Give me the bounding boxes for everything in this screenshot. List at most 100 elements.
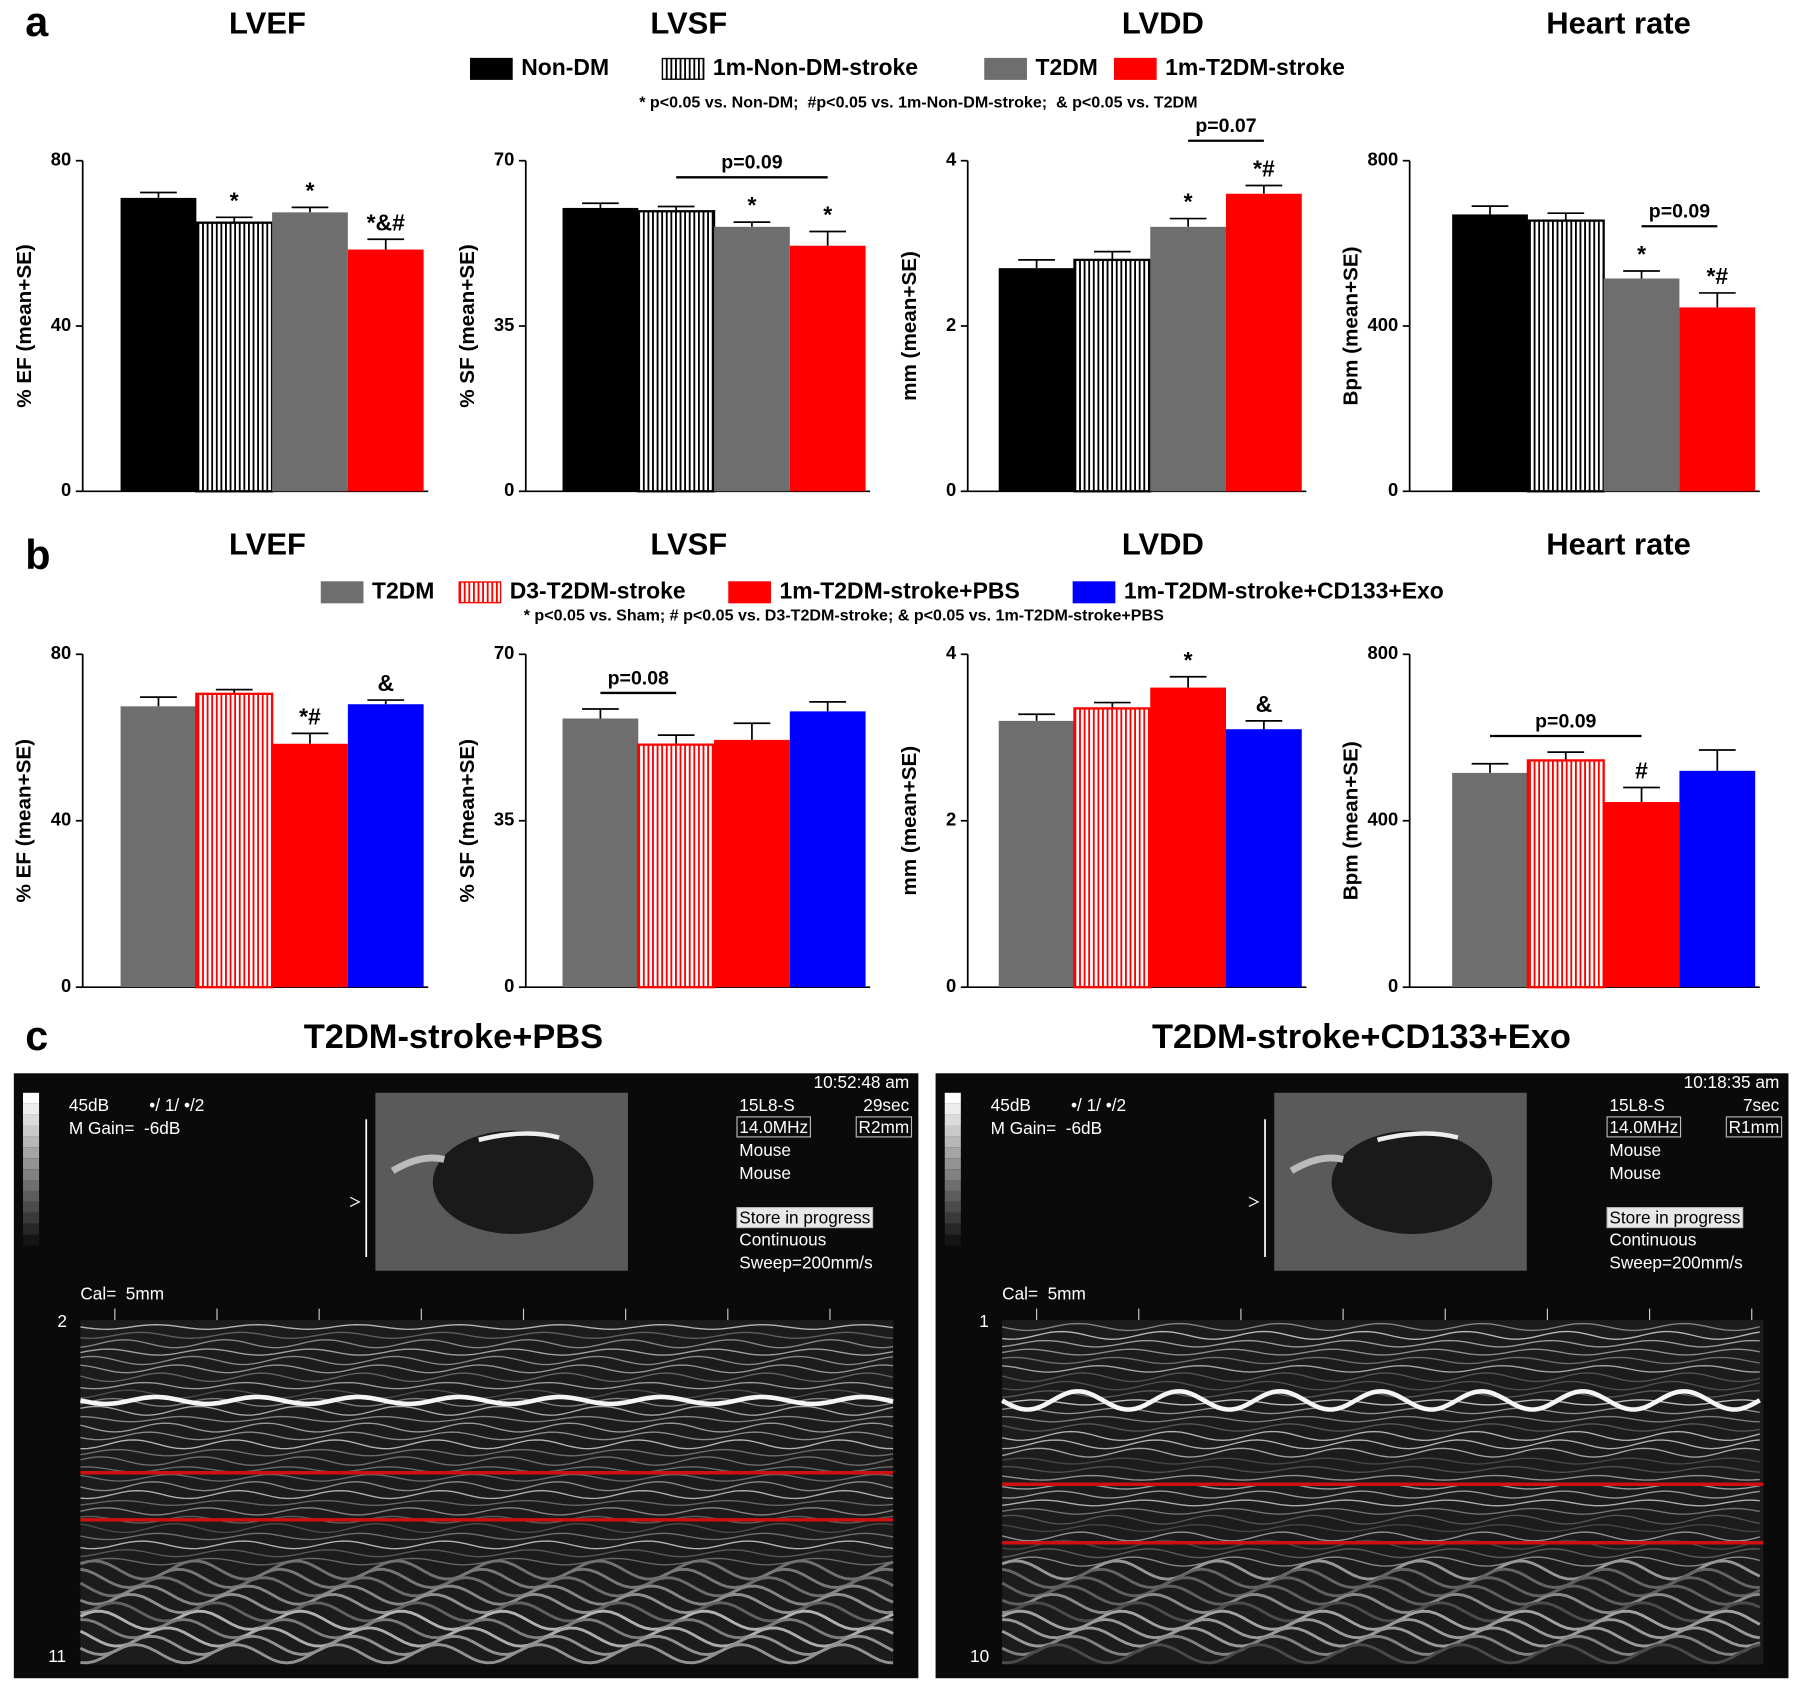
echo-setting: •/ 1/ •/2 (1071, 1095, 1126, 1115)
y-axis-label: mm (mean+SE) (898, 746, 921, 896)
bar (195, 692, 274, 989)
legend-label: D3-T2DM-stroke (510, 577, 686, 603)
echo-info: R2mm (859, 1117, 910, 1137)
bar (714, 226, 790, 492)
legend-label: 1m-T2DM-stroke+CD133+Exo (1124, 577, 1444, 603)
y-axis-label: Bpm (mean+SE) (1340, 741, 1363, 900)
echo-info: Mouse (739, 1140, 791, 1160)
echo-info: R1mm (1729, 1117, 1780, 1137)
legend-swatch (469, 57, 513, 80)
legend-label: T2DM (1035, 54, 1097, 80)
bar (120, 706, 197, 988)
echo-setting: 45dB (69, 1095, 109, 1115)
bar (1679, 770, 1756, 988)
bar (1679, 307, 1756, 492)
echo-info: Sweep=200mm/s (1609, 1252, 1742, 1272)
p-value: p=0.09 (1535, 710, 1596, 732)
bar (347, 249, 424, 492)
bar (998, 720, 1075, 988)
echo-info: Store in progress (1609, 1208, 1740, 1228)
y-tick-label: 4 (946, 149, 957, 170)
echo-info: 10:52:48 am (814, 1072, 910, 1092)
echo-info: Mouse (739, 1163, 791, 1183)
chart-title: LVEF (229, 527, 306, 562)
bar (1150, 226, 1227, 492)
significance-mark: * (1184, 189, 1193, 215)
significance-mark: * (1184, 647, 1193, 673)
echo-info: 29sec (863, 1095, 909, 1115)
y-tick-label: 40 (51, 314, 71, 335)
y-tick-label: 400 (1368, 314, 1399, 335)
y-tick-label: 0 (504, 975, 514, 996)
y-tick-label: 0 (504, 479, 514, 500)
y-tick-label: 4 (946, 642, 957, 663)
p-value: p=0.09 (1649, 201, 1710, 223)
bar (1226, 193, 1302, 492)
depth-label: 2 (57, 1311, 67, 1331)
bar (1603, 802, 1680, 988)
y-tick-label: 70 (494, 149, 514, 170)
y-tick-label: 0 (946, 479, 956, 500)
y-tick-label: 0 (1388, 479, 1398, 500)
echo-info: Mouse (1609, 1163, 1661, 1183)
legend-label: T2DM (372, 577, 434, 603)
echo-info: 7sec (1743, 1095, 1780, 1115)
bar (1603, 278, 1680, 492)
significance-mark: * (747, 192, 756, 218)
bar (562, 207, 639, 492)
echo-calibration: Cal= 5mm (1002, 1283, 1086, 1303)
bar (562, 718, 639, 988)
legend-swatch (320, 581, 364, 604)
y-axis-label: % EF (mean+SE) (13, 739, 36, 903)
significance-mark: # (1635, 758, 1648, 784)
echo-image: 45dB •/ 1/ •/2 M Gain= -6dB 10:52:48 am 15L8… (13, 1072, 919, 1679)
y-tick-label: 35 (494, 314, 514, 335)
bar (714, 739, 790, 988)
bar (637, 743, 716, 989)
echo-info: Continuous (739, 1229, 826, 1249)
legend-note: * p<0.05 vs. Non-DM; #p<0.05 vs. 1m-Non-… (639, 94, 1197, 112)
bar (1150, 687, 1227, 988)
legend-swatch (728, 581, 771, 604)
significance-mark: * (823, 202, 832, 228)
bar (789, 245, 866, 492)
legend-swatch (661, 57, 705, 80)
y-tick-label: 2 (946, 314, 956, 335)
legend-swatch (1072, 581, 1116, 604)
chart-title: LVSF (650, 527, 727, 562)
bar (1226, 729, 1302, 988)
significance-mark: *# (1706, 263, 1728, 289)
legend-label: 1m-Non-DM-stroke (713, 54, 918, 80)
panel-label: a (25, 0, 49, 45)
chart-title: LVEF (229, 5, 306, 40)
y-axis-label: % EF (mean+SE) (13, 244, 36, 408)
echo-info: Mouse (1609, 1140, 1661, 1160)
panel-label: c (25, 1013, 48, 1059)
y-tick-label: 400 (1368, 809, 1399, 830)
echo-image: 45dB •/ 1/ •/2 M Gain= -6dB 10:18:35 am 15L8… (935, 1072, 1789, 1679)
bar (1452, 214, 1528, 492)
echo-setting: M Gain= -6dB (69, 1118, 180, 1138)
p-value: p=0.09 (721, 152, 782, 174)
p-value: p=0.07 (1195, 115, 1256, 137)
bar (1526, 759, 1605, 989)
y-tick-label: 70 (494, 642, 514, 663)
legend-swatch (984, 57, 1027, 80)
echo-setting: •/ 1/ •/2 (149, 1095, 204, 1115)
echo-calibration: Cal= 5mm (80, 1283, 164, 1303)
depth-label: 10 (970, 1646, 989, 1666)
echo-info: 10:18:35 am (1684, 1072, 1780, 1092)
y-tick-label: 0 (946, 975, 956, 996)
significance-mark: & (377, 670, 394, 696)
legend-label: 1m-T2DM-stroke (1165, 54, 1345, 80)
chart-title: LVDD (1122, 5, 1204, 40)
echo-info: Store in progress (739, 1208, 870, 1228)
bar (637, 210, 716, 493)
legend-label: Non-DM (521, 54, 609, 80)
depth-label: 1 (979, 1311, 989, 1331)
bar (998, 268, 1075, 492)
y-tick-label: 800 (1368, 149, 1399, 170)
y-axis-label: % SF (mean+SE) (456, 244, 479, 408)
bar (789, 711, 866, 988)
echo-info: 14.0MHz (1609, 1117, 1678, 1137)
